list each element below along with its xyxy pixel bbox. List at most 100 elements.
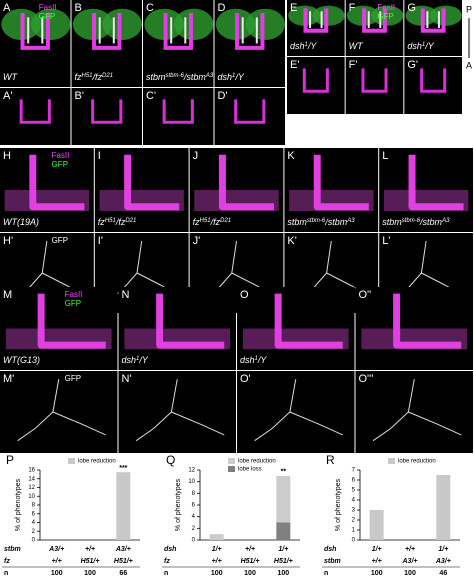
table-cell: A3/+: [402, 558, 418, 565]
genotype: stbmstbm-6/stbmA3: [146, 72, 214, 82]
y-tick-label: 8: [32, 503, 36, 509]
table-cell: 1/+: [278, 546, 288, 553]
panel-letter: M: [3, 289, 12, 301]
genotype-part: A3: [205, 73, 214, 79]
lobes-magenta: [362, 8, 387, 33]
genotype: stbmstbm-6/stbmA3: [287, 217, 355, 227]
lobes-magenta: [92, 13, 122, 50]
genotype-part: dsh: [240, 355, 255, 365]
table-cell: 1/+: [372, 546, 382, 553]
y-tick-label: 14: [28, 476, 35, 482]
genotype: dsh1/Y: [407, 41, 434, 51]
panel-letter: K: [287, 150, 295, 162]
table-cell: 100: [84, 570, 96, 577]
stain-label: GFP: [65, 299, 81, 308]
genotype-part: dsh: [122, 355, 137, 365]
lobes-magenta: [162, 99, 194, 124]
genotype-part: D21: [102, 73, 113, 79]
lobes-magenta: [91, 99, 123, 124]
genotype: WT(G13): [3, 355, 40, 365]
panel-letter: K': [287, 235, 296, 247]
table-cell: A3/+: [435, 558, 451, 565]
panel-letter: O: [240, 289, 249, 301]
neuropil-green: [371, 5, 404, 26]
panel-letter: O'': [359, 289, 372, 301]
stain-label: GFP: [52, 160, 68, 169]
y-tick-label: 6: [352, 478, 356, 484]
genotype-part: /Y: [138, 355, 149, 365]
lobes-white: [241, 17, 258, 44]
image-panel: M' GFP: [0, 371, 118, 453]
lobe-magenta: [218, 154, 275, 211]
image-panel: E': [287, 57, 345, 114]
lobes-magenta: [234, 99, 266, 124]
table-cell: A3/+: [115, 546, 131, 553]
table-cell: 1/+: [212, 546, 222, 553]
panel-background: [143, 88, 214, 145]
table-cell: H51/+: [81, 558, 100, 565]
stain-label: FasII: [65, 290, 83, 299]
chart-letter: R: [326, 453, 335, 467]
genotype-part: dsh: [407, 41, 422, 51]
lobes-magenta: [361, 68, 388, 93]
axon-trace: [135, 379, 225, 442]
table-row-label: stbm: [324, 558, 341, 565]
chart: R % of phenotypes 0 1 2 3 4 5 6 7 lobe reduction 1/…: [322, 453, 460, 577]
y-tick-label: 4: [32, 520, 36, 526]
table-cell: +/+: [405, 546, 415, 553]
image-panel: O': [237, 371, 355, 453]
genotype-part: /fz: [210, 217, 221, 227]
table-cell: +/+: [85, 546, 95, 553]
y-tick-label: 16: [28, 468, 35, 474]
panel-letter: D: [218, 2, 226, 14]
axon-trace: [17, 379, 106, 442]
genotype: fzH51/fzD21: [75, 72, 114, 82]
table-row-label: dsh: [164, 546, 176, 553]
table-cell: +/+: [245, 546, 255, 553]
genotype-part: 1: [255, 356, 258, 362]
lobe-magenta: [274, 293, 343, 349]
bar: [369, 510, 384, 540]
stain-label: GFP: [377, 12, 393, 21]
table-row-label: n: [324, 570, 328, 577]
y-tick-label: 2: [352, 518, 356, 524]
table-cell: 100: [244, 570, 256, 577]
genotype-part: H51: [82, 73, 93, 79]
lobes-magenta: [235, 13, 265, 50]
lobe-magenta: [156, 293, 225, 349]
lobes-white: [98, 17, 115, 44]
genotype: dsh1/Y: [240, 355, 267, 365]
bar: [116, 472, 131, 540]
lobes-magenta: [420, 8, 446, 33]
y-tick-label: 12: [188, 468, 195, 474]
axon-trace: [372, 379, 462, 442]
lobe-magenta: [393, 293, 462, 349]
panel-background: [0, 88, 71, 145]
genotype-part: /fz: [92, 72, 103, 82]
image-panel: C': [143, 88, 214, 145]
table-row-label: fz: [164, 558, 170, 565]
panel-background: [404, 57, 462, 114]
panel-background: [71, 88, 142, 145]
orientation-bottom: A: [466, 60, 472, 70]
y-tick-label: 6: [32, 511, 36, 517]
chart: Q % of phenotypes 0 2 4 6 8 10 12 lobe reduction l…: [162, 453, 300, 577]
lobe-magenta: [29, 154, 85, 211]
genotype: dsh1/Y: [290, 41, 317, 51]
lobes-magenta: [303, 8, 329, 33]
legend-label: lobe reduction: [238, 459, 276, 465]
genotype: WT: [349, 41, 364, 51]
y-axis-label: % of phenotypes: [15, 478, 22, 531]
genotype: stbmstbm-6/stbmA3: [382, 217, 450, 227]
table-cell: +/+: [372, 558, 382, 565]
table-cell: A3/+: [48, 546, 64, 553]
